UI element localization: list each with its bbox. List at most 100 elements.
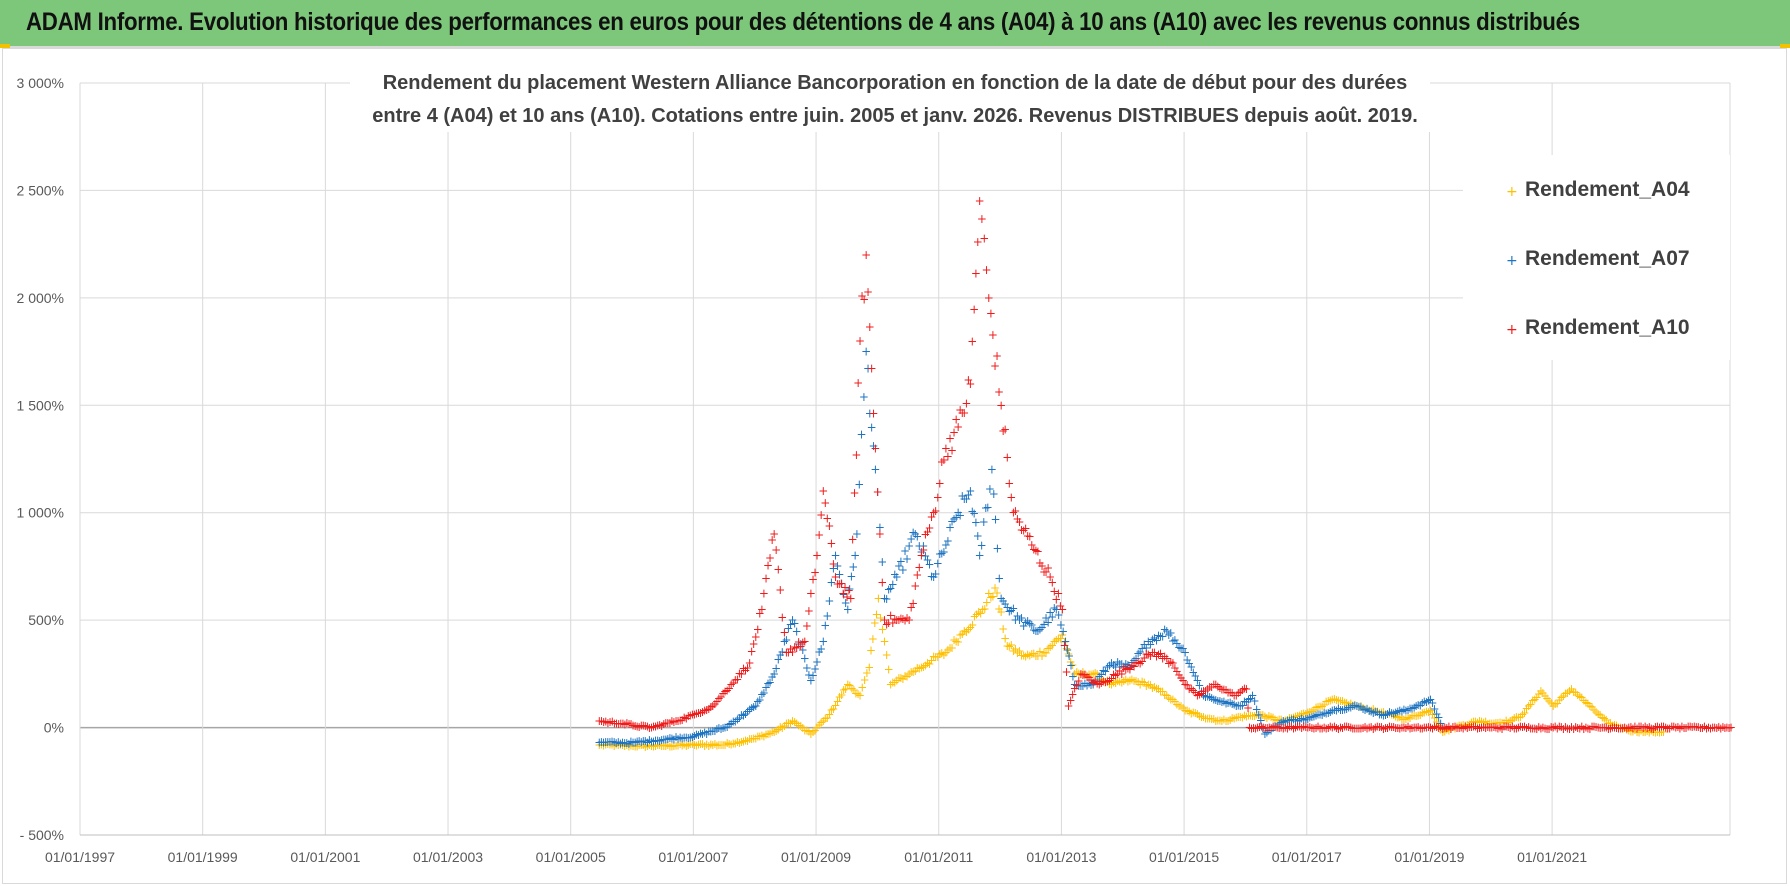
data-point: + <box>1090 675 1100 689</box>
data-point: + <box>636 735 646 749</box>
data-point: + <box>1532 722 1542 736</box>
data-point: + <box>675 714 685 728</box>
data-point: + <box>820 496 830 510</box>
data-point: + <box>1178 641 1188 655</box>
x-tick-label: 01/01/2015 <box>1149 849 1219 865</box>
data-point: + <box>653 718 663 732</box>
data-point: + <box>618 717 628 731</box>
data-point: + <box>763 727 773 741</box>
data-point: + <box>1438 722 1448 736</box>
data-point: + <box>1605 716 1615 730</box>
data-point: + <box>615 737 625 751</box>
data-point: + <box>1121 657 1131 671</box>
data-point: + <box>1184 682 1194 696</box>
data-point: + <box>747 645 757 659</box>
data-point: + <box>798 721 808 735</box>
data-point: + <box>773 653 783 667</box>
data-point: + <box>1385 705 1395 719</box>
data-point: + <box>1111 660 1121 674</box>
data-point: + <box>1158 652 1168 666</box>
data-point: + <box>800 723 810 737</box>
data-point: + <box>1293 714 1303 728</box>
data-point: + <box>1360 703 1370 717</box>
data-point: + <box>1550 720 1560 734</box>
data-point: + <box>1405 711 1415 725</box>
data-point: + <box>1125 662 1135 676</box>
data-point: + <box>1006 638 1016 652</box>
data-point: + <box>828 702 838 716</box>
data-point: + <box>1053 587 1063 601</box>
chart-title-line-2: entre 4 (A04) et 10 ans (A10). Cotations… <box>372 105 1418 127</box>
data-point: + <box>1323 706 1333 720</box>
data-point: + <box>1019 523 1029 537</box>
data-point: + <box>1196 687 1206 701</box>
data-point: + <box>1045 570 1055 584</box>
data-point: + <box>755 693 765 707</box>
data-point: + <box>1432 720 1442 734</box>
data-point: + <box>1239 682 1249 696</box>
data-point: + <box>1180 678 1190 692</box>
data-point: + <box>1252 708 1262 722</box>
data-point: + <box>618 735 628 749</box>
data-point: + <box>1726 721 1736 735</box>
data-point: + <box>718 721 728 735</box>
data-point: + <box>1266 710 1276 724</box>
data-point: + <box>1362 701 1372 715</box>
data-point: + <box>792 624 802 638</box>
data-point: + <box>1098 675 1108 689</box>
data-point: + <box>601 738 611 752</box>
data-point: + <box>1383 707 1393 721</box>
data-point: + <box>1055 631 1065 645</box>
data-point: + <box>1049 634 1059 648</box>
data-point: + <box>1415 698 1425 712</box>
data-point: + <box>1477 715 1487 729</box>
data-point: + <box>1546 696 1556 710</box>
data-point: + <box>1399 713 1409 727</box>
data-point: + <box>706 737 716 751</box>
data-point: + <box>1483 717 1493 731</box>
data-point: + <box>983 500 993 514</box>
data-point: + <box>1170 633 1180 647</box>
data-point: + <box>634 720 644 734</box>
data-point: + <box>1205 690 1215 704</box>
data-point: + <box>1209 678 1219 692</box>
data-point: + <box>1076 679 1086 693</box>
data-point: + <box>1082 678 1092 692</box>
data-point: + <box>1158 685 1168 699</box>
data-point: + <box>1113 667 1123 681</box>
data-point: + <box>1119 674 1129 688</box>
data-point: + <box>969 303 979 317</box>
data-point: + <box>925 557 935 571</box>
data-point: + <box>973 235 983 249</box>
data-point: + <box>947 641 957 655</box>
data-point: + <box>1123 658 1133 672</box>
data-point: + <box>1526 721 1536 735</box>
data-point: + <box>1160 623 1170 637</box>
data-point: + <box>1192 707 1202 721</box>
data-point: + <box>790 640 800 654</box>
data-point: + <box>773 723 783 737</box>
data-point: + <box>1411 721 1421 735</box>
data-point: + <box>632 740 642 754</box>
data-point: + <box>1119 659 1129 673</box>
data-point: + <box>985 482 995 496</box>
data-point: + <box>1683 719 1693 733</box>
data-point: + <box>638 738 648 752</box>
data-point: + <box>1507 720 1517 734</box>
data-point: + <box>998 622 1008 636</box>
data-point: + <box>1178 674 1188 688</box>
data-point: + <box>594 738 604 752</box>
x-tick-label: 01/01/2007 <box>658 849 728 865</box>
data-point: + <box>1270 720 1280 734</box>
data-point: + <box>609 735 619 749</box>
data-point: + <box>1092 674 1102 688</box>
data-point: + <box>1180 703 1190 717</box>
data-point: + <box>1558 689 1568 703</box>
data-point: + <box>1650 720 1660 734</box>
data-point: + <box>1319 706 1329 720</box>
data-point: + <box>1485 717 1495 731</box>
data-point: + <box>740 734 750 748</box>
data-point: + <box>1338 721 1348 735</box>
data-point: + <box>1614 720 1624 734</box>
data-point: + <box>616 716 626 730</box>
